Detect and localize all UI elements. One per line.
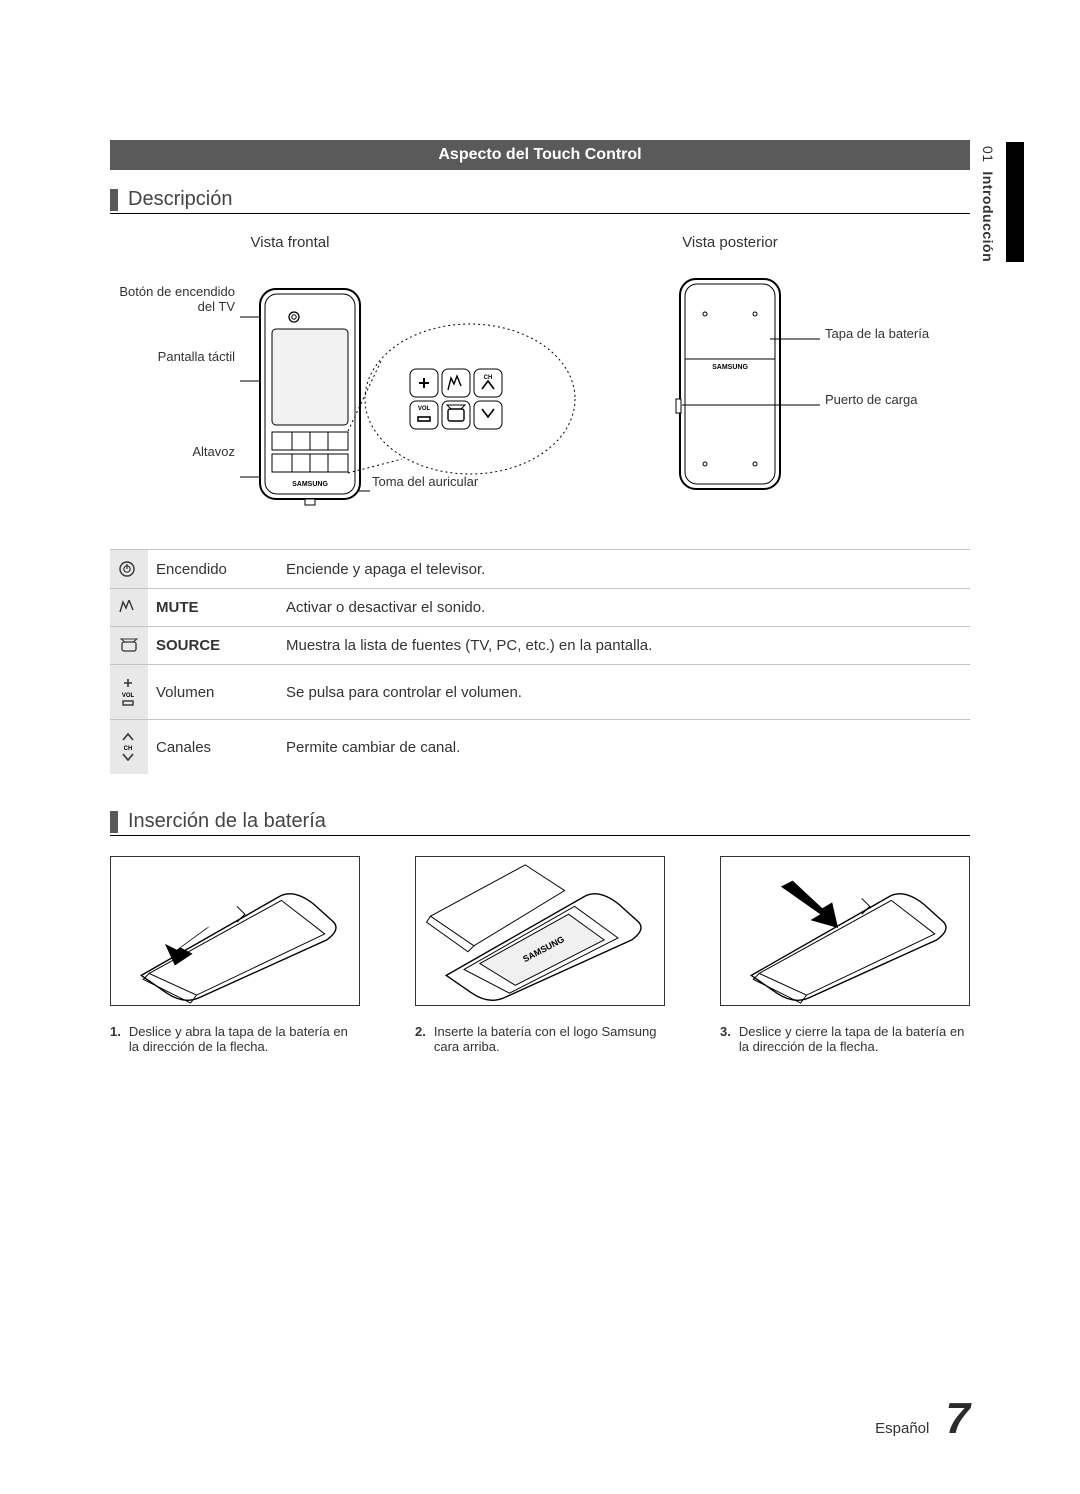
table-row: Encendido Enciende y apaga el televisor. <box>110 550 970 589</box>
step-num: 3. <box>720 1024 731 1054</box>
button-desc: Enciende y apaga el televisor. <box>278 550 970 589</box>
page-edge-marker <box>1006 142 1024 262</box>
step-item: 1. Deslice y abra la tapa de la batería … <box>110 1024 360 1054</box>
button-name: Volumen <box>148 665 278 720</box>
mute-icon <box>110 589 148 627</box>
rear-view-label: Vista posterior <box>670 234 790 251</box>
section-marker <box>110 189 118 211</box>
section-title: Descripción <box>128 188 232 211</box>
volume-icon: VOL <box>110 665 148 720</box>
step-item: 2. Inserte la batería con el logo Samsun… <box>415 1024 665 1054</box>
diagram-row: Vista frontal Botón de encendido del TV … <box>110 234 970 519</box>
button-name: Canales <box>148 720 278 775</box>
button-desc: Se pulsa para controlar el volumen. <box>278 665 970 720</box>
table-row: SOURCE Muestra la lista de fuentes (TV, … <box>110 627 970 665</box>
battery-step1-diagram <box>110 856 360 1006</box>
page-number: 7 <box>946 1394 970 1443</box>
source-icon <box>110 627 148 665</box>
page-footer: Español 7 <box>875 1394 970 1444</box>
front-view-col: Vista frontal Botón de encendido del TV … <box>110 234 630 519</box>
table-row: CH Canales Permite cambiar de canal. <box>110 720 970 775</box>
callout-battery-cover: Tapa de la batería <box>825 326 929 341</box>
battery-step2-diagram: SAMSUNG <box>415 856 665 1006</box>
callout-charge-port: Puerto de carga <box>825 392 918 407</box>
chapter-num: 01 <box>980 146 996 163</box>
table-row: MUTE Activar o desactivar el sonido. <box>110 589 970 627</box>
battery-diagram-row: SAMSUNG <box>110 856 970 1006</box>
button-name: Encendido <box>148 550 278 589</box>
svg-text:VOL: VOL <box>122 693 135 699</box>
title-bar: Aspecto del Touch Control <box>110 140 970 170</box>
section-description-head: Descripción <box>110 188 970 214</box>
svg-text:SAMSUNG: SAMSUNG <box>712 364 748 371</box>
footer-lang: Español <box>875 1420 929 1437</box>
table-row: VOL Volumen Se pulsa para controlar el v… <box>110 665 970 720</box>
button-table: Encendido Enciende y apaga el televisor.… <box>110 549 970 774</box>
rear-view-col: Vista posterior SAMSUNG Tapa de la bater… <box>670 234 970 519</box>
svg-text:CH: CH <box>124 746 133 752</box>
callout-speaker: Altavoz <box>100 444 235 459</box>
step-num: 2. <box>415 1024 426 1054</box>
section-title: Inserción de la batería <box>128 810 326 833</box>
callout-touch: Pantalla táctil <box>100 349 235 364</box>
steps-row: 1. Deslice y abra la tapa de la batería … <box>110 1024 970 1054</box>
section-marker <box>110 811 118 833</box>
button-name: MUTE <box>148 589 278 627</box>
battery-step3-diagram <box>720 856 970 1006</box>
callout-power: Botón de encendido del TV <box>100 284 235 314</box>
button-desc: Muestra la lista de fuentes (TV, PC, etc… <box>278 627 970 665</box>
chapter-name: Introducción <box>980 171 996 262</box>
step-num: 1. <box>110 1024 121 1054</box>
channel-icon: CH <box>110 720 148 775</box>
logo-text: SAMSUNG <box>292 481 328 488</box>
button-name: SOURCE <box>148 627 278 665</box>
front-view-label: Vista frontal <box>230 234 350 251</box>
svg-text:CH: CH <box>484 375 493 381</box>
step-text: Deslice y abra la tapa de la batería en … <box>129 1024 360 1054</box>
callout-earphone: Toma del auricular <box>372 474 478 489</box>
power-icon <box>110 550 148 589</box>
svg-text:VOL: VOL <box>418 406 431 412</box>
step-item: 3. Deslice y cierre la tapa de la baterí… <box>720 1024 970 1054</box>
button-desc: Permite cambiar de canal. <box>278 720 970 775</box>
chapter-tab: 01 Introducción <box>976 140 1000 268</box>
rear-view-diagram: SAMSUNG <box>670 259 970 499</box>
step-text: Inserte la batería con el logo Samsung c… <box>434 1024 665 1054</box>
step-text: Deslice y cierre la tapa de la batería e… <box>739 1024 970 1054</box>
button-desc: Activar o desactivar el sonido. <box>278 589 970 627</box>
section-battery-head: Inserción de la batería <box>110 810 970 836</box>
